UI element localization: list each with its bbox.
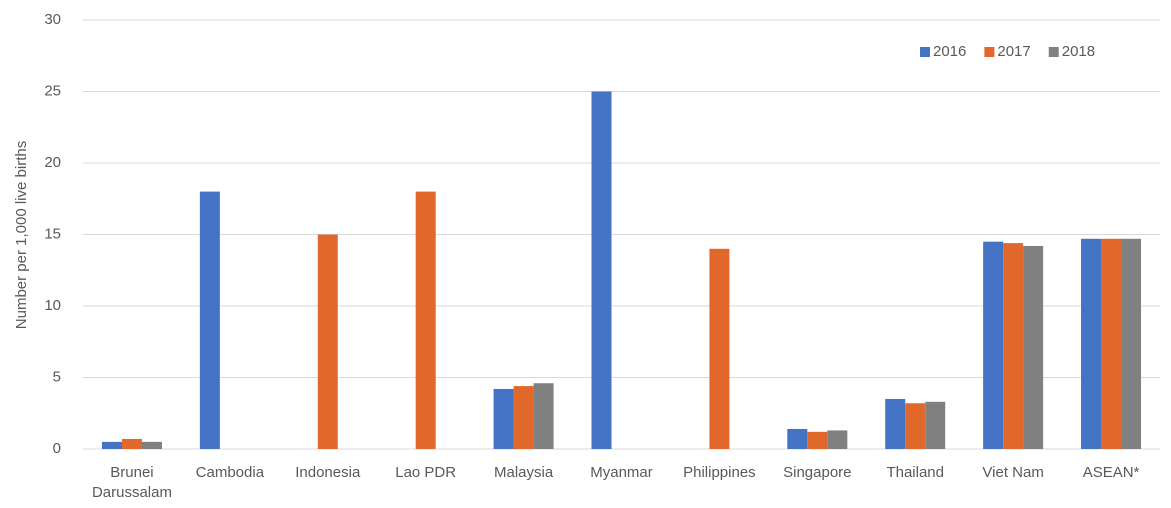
legend-swatch (984, 47, 995, 57)
x-tick-label: Philippines (683, 464, 756, 481)
bar (1101, 238, 1122, 449)
bar (121, 438, 142, 449)
x-tick-label: ASEAN* (1083, 464, 1140, 481)
bar (199, 191, 220, 449)
bar (905, 403, 926, 449)
legend-label: 2016 (933, 43, 966, 60)
bar (1023, 245, 1044, 449)
bar (885, 398, 906, 449)
x-tick-label: Myanmar (590, 464, 653, 481)
bar (925, 401, 946, 449)
y-tick-label: 10 (44, 297, 61, 314)
y-tick-label: 0 (53, 440, 61, 457)
bar (709, 248, 730, 449)
y-tick-label: 20 (44, 154, 61, 171)
legend-label: 2017 (997, 43, 1030, 60)
bar (1003, 243, 1024, 449)
x-tick-label: Lao PDR (395, 464, 456, 481)
bar (101, 441, 122, 449)
bar (1121, 238, 1142, 449)
x-tick-label: Thailand (886, 464, 944, 481)
legend-label: 2018 (1062, 43, 1095, 60)
legend-swatch (1048, 47, 1059, 57)
bar (983, 241, 1004, 449)
bar (533, 383, 554, 449)
bar (317, 234, 338, 449)
y-axis-label: Number per 1,000 live births (13, 141, 30, 329)
y-tick-label: 15 (44, 225, 61, 242)
bar (513, 386, 534, 449)
legend-swatch (920, 47, 930, 57)
y-tick-label: 30 (44, 11, 61, 28)
x-tick-label: Viet Nam (982, 464, 1043, 481)
y-tick-label: 25 (44, 82, 61, 99)
bar (493, 388, 514, 449)
x-tick-label: Brunei Darussalam (92, 464, 172, 501)
x-tick-label: Singapore (783, 464, 851, 481)
x-tick-label: Malaysia (494, 464, 554, 481)
bar (827, 430, 848, 449)
bar (807, 431, 828, 449)
bar (787, 428, 808, 449)
bar (415, 191, 436, 449)
bar (1081, 238, 1102, 449)
y-tick-label: 5 (53, 368, 61, 385)
x-tick-label: Cambodia (196, 464, 265, 481)
bar (591, 91, 612, 449)
bar (141, 441, 162, 449)
x-tick-label: Indonesia (295, 464, 361, 481)
